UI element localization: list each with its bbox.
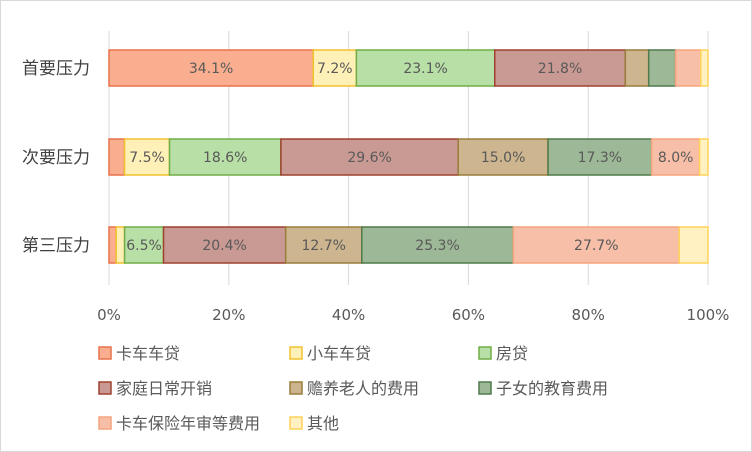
bar-segment (674, 49, 702, 87)
x-tick-label: 100% (687, 306, 730, 324)
data-label: 29.6% (347, 150, 391, 166)
bar-segment (123, 226, 165, 264)
bar-segment (698, 138, 709, 176)
legend-swatch (98, 381, 112, 395)
bar-segment (547, 138, 653, 176)
bar-segment (284, 226, 363, 264)
legend-label: 卡车车贷 (116, 344, 180, 363)
data-label: 23.1% (403, 61, 447, 77)
legend-label: 卡车保险年审等费用 (116, 414, 260, 433)
bar-segment (700, 49, 709, 87)
legend-swatch (478, 346, 492, 360)
bar-segment (115, 226, 126, 264)
legend-swatch (478, 381, 492, 395)
legend-label: 其他 (307, 414, 339, 433)
legend-label: 赡养老人的费用 (307, 379, 419, 398)
bar-segment (650, 138, 701, 176)
legend-swatch (289, 381, 303, 395)
bar-segment (108, 138, 126, 176)
bar-segment (162, 226, 287, 264)
data-label: 18.6% (203, 150, 247, 166)
category-label: 次要压力 (22, 148, 90, 168)
legend-label: 家庭日常开销 (116, 379, 212, 398)
data-label: 12.7% (301, 238, 345, 254)
data-label: 21.8% (538, 61, 582, 77)
bar-segment (108, 49, 315, 87)
data-label: 7.5% (129, 150, 165, 166)
data-label: 25.3% (415, 238, 459, 254)
legend-label: 小车车贷 (307, 344, 371, 363)
bar-segment (624, 49, 650, 87)
bar-segment (678, 226, 709, 264)
data-label: 17.3% (578, 150, 622, 166)
bar-segment (168, 138, 282, 176)
bar-segment (494, 49, 627, 87)
x-tick-label: 0% (97, 306, 121, 324)
data-label: 7.2% (317, 61, 353, 77)
bar-segment (361, 226, 515, 264)
category-label: 第三压力 (22, 236, 90, 256)
bar-segment (457, 138, 549, 176)
x-tick-label: 60% (452, 306, 485, 324)
legend-swatch (98, 416, 112, 430)
x-tick-label: 80% (572, 306, 605, 324)
legend-label: 子女的教育费用 (496, 379, 608, 398)
data-label: 6.5% (126, 238, 162, 254)
bar-segment (647, 49, 677, 87)
data-label: 15.0% (481, 150, 525, 166)
legend-swatch (289, 346, 303, 360)
legend-swatch (289, 416, 303, 430)
category-label: 首要压力 (22, 59, 90, 79)
data-label: 27.7% (574, 238, 618, 254)
data-label: 8.0% (658, 150, 694, 166)
data-label: 34.1% (189, 61, 233, 77)
bar-segment (280, 138, 459, 176)
bar-segment (123, 138, 171, 176)
bar-segment (108, 226, 117, 264)
legend-label: 房贷 (496, 344, 528, 363)
x-tick-label: 40% (332, 306, 365, 324)
legend-swatch (98, 346, 112, 360)
x-tick-label: 20% (212, 306, 245, 324)
data-label: 20.4% (202, 238, 246, 254)
